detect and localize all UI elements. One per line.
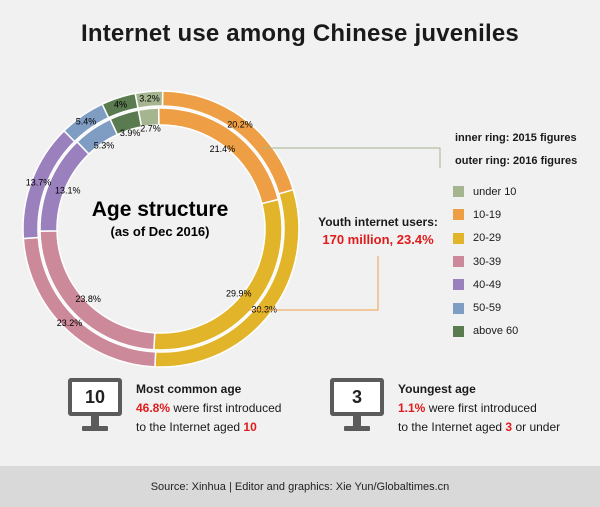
- legend-item: 10-19: [453, 203, 518, 226]
- legend-label: under 10: [473, 185, 517, 198]
- inner-slice-label: 21.4%: [210, 144, 236, 154]
- legend-item: 40-49: [453, 273, 518, 296]
- legend-swatch: [453, 209, 464, 221]
- legend-swatch: [453, 186, 464, 198]
- outer-slice-above-60: [101, 92, 139, 119]
- inner-slice-label: 29.9%: [226, 288, 252, 298]
- legend-label: 30-39: [473, 255, 502, 268]
- legend-label: 50-59: [473, 302, 502, 315]
- ring-caption-inner: inner ring: 2015 figures: [455, 132, 577, 144]
- fact-highlight: 1.1%: [398, 401, 426, 415]
- monitor-icon: 3: [330, 378, 384, 435]
- center-subtitle: (as of Dec 2016): [111, 224, 210, 239]
- legend-item: 20-29: [453, 227, 518, 250]
- fact-line2-highlight: 3: [505, 420, 513, 434]
- inner-slice-label: 5.3%: [94, 141, 115, 151]
- legend-item: 30-39: [453, 250, 518, 273]
- legend: under 10 10-19 20-29 30-39 40-49 50-59 above 6…: [453, 180, 518, 343]
- outer-slice-label: 3.2%: [139, 94, 160, 104]
- inner-slice-label: 13.1%: [55, 185, 81, 195]
- fact-line2: to the Internet aged: [136, 420, 244, 434]
- outer-ring-2016: [22, 90, 300, 368]
- center-title: Age structure: [92, 198, 229, 221]
- outer-slice-label: 13.7%: [26, 178, 52, 188]
- outer-slice-label: 5.4%: [76, 117, 97, 127]
- ring-caption-outer: outer ring: 2016 figures: [455, 155, 578, 167]
- legend-label: 40-49: [473, 278, 502, 291]
- legend-label: 20-29: [473, 232, 502, 245]
- legend-label: above 60: [473, 325, 519, 338]
- legend-item: 50-59: [453, 296, 518, 319]
- fact-line2-post: or under: [512, 420, 561, 434]
- callout-title: Youth internet users:: [318, 215, 438, 229]
- outer-slice-label: 23.2%: [57, 318, 83, 328]
- fact-line1: were first introduced: [425, 401, 537, 415]
- inner-ring-2015: [39, 107, 283, 351]
- legend-item: above 60: [453, 320, 518, 343]
- callout-line: [262, 147, 441, 168]
- outer-slice-label: 4%: [114, 99, 127, 109]
- legend-swatch: [453, 256, 464, 268]
- inner-slice-label: 23.8%: [75, 294, 101, 304]
- monitor-icon: 10: [68, 378, 122, 435]
- inner-slice-30-39: [39, 230, 156, 351]
- outer-slice-label: 20.2%: [227, 119, 253, 129]
- callout-line-youth: [247, 256, 379, 311]
- legend-label: 10-19: [473, 208, 502, 221]
- monitor-screen-text: 3: [334, 382, 380, 412]
- fact-line2-highlight: 10: [243, 420, 257, 434]
- fact-heading: Most common age: [136, 382, 242, 396]
- fact-line1: were first introduced: [170, 401, 282, 415]
- inner-slice-20-29: [153, 198, 283, 351]
- fact-heading: Youngest age: [398, 382, 476, 396]
- fact-highlight: 46.8%: [136, 401, 171, 415]
- footer-credits: Source: Xinhua | Editor and graphics: Xi…: [0, 466, 600, 507]
- legend-swatch: [453, 279, 464, 291]
- legend-item: under 10: [453, 180, 518, 203]
- inner-slice-above-60: [109, 109, 143, 136]
- inner-slice-label: 2.7%: [140, 124, 161, 134]
- page-title: Internet use among Chinese juveniles: [81, 20, 519, 47]
- legend-swatch: [453, 325, 464, 337]
- legend-swatch: [453, 302, 464, 314]
- legend-swatch: [453, 232, 464, 244]
- inner-slice-label: 3.9%: [120, 128, 141, 138]
- monitor-screen-text: 10: [72, 382, 118, 412]
- callout-value: 170 million, 23.4%: [322, 232, 434, 247]
- fact-line2: to the Internet aged: [398, 420, 506, 434]
